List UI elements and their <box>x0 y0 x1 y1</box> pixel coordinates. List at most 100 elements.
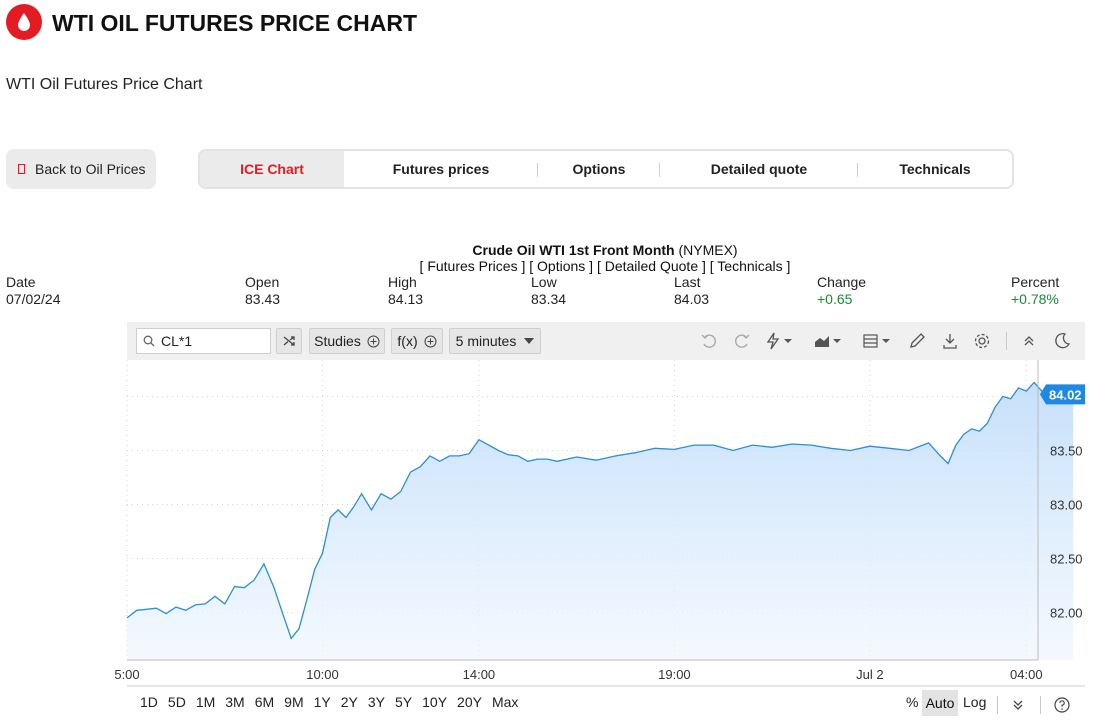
range-9m[interactable]: 9M <box>284 694 304 710</box>
chart-toolbar: CL*1 Studies f(x) 5 minutes <box>127 322 1085 360</box>
undo-icon[interactable] <box>699 331 719 351</box>
instrument-title: Crude Oil WTI 1st Front Month (NYMEX) <box>0 242 1093 258</box>
chevron-down-icon <box>524 338 535 344</box>
stat-label: Last <box>674 274 701 290</box>
tab-label: Futures prices <box>392 161 490 177</box>
back-icon <box>18 164 25 174</box>
x-tick-label: 19:00 <box>658 667 691 682</box>
toolbar-divider <box>1006 332 1007 350</box>
stat-label: Low <box>531 274 557 290</box>
stat-high: High 84.13 <box>388 274 423 307</box>
range-5d[interactable]: 5D <box>167 694 186 710</box>
tab-detailed-quote[interactable]: Detailed quote <box>660 151 858 187</box>
stat-open: Open 83.43 <box>245 274 280 307</box>
footer-divider <box>997 696 998 714</box>
moon-icon[interactable] <box>1052 331 1072 351</box>
chart-type-icon[interactable] <box>813 331 845 351</box>
y-tick-label: 83.00 <box>1050 498 1083 513</box>
page-title: WTI OIL FUTURES PRICE CHART <box>52 10 418 36</box>
page-subtitle: WTI Oil Futures Price Chart <box>6 76 203 93</box>
shuffle-icon <box>283 336 295 346</box>
stat-label: Percent <box>1011 274 1060 290</box>
tab-label: Detailed quote <box>710 161 808 177</box>
interval-select[interactable]: 5 minutes <box>449 328 541 354</box>
display-icon[interactable] <box>862 331 894 351</box>
range-3m[interactable]: 3M <box>225 694 245 710</box>
stat-value: 83.43 <box>245 291 281 307</box>
stat-value: +0.65 <box>817 291 853 307</box>
stat-label: Change <box>817 274 867 290</box>
y-tick-label: 83.50 <box>1050 444 1083 459</box>
redo-icon[interactable] <box>732 331 752 351</box>
footer-divider <box>1040 696 1041 714</box>
help-icon[interactable] <box>1053 696 1071 714</box>
plus-circle-icon <box>424 335 437 347</box>
stat-percent: Percent +0.78% <box>1011 274 1059 307</box>
stat-date: Date 07/02/24 <box>6 274 61 307</box>
tab-label: Technicals <box>899 161 971 177</box>
scale-auto[interactable]: Auto <box>922 690 958 716</box>
price-area-fill <box>127 382 1074 660</box>
tab-options[interactable]: Options <box>538 151 660 187</box>
oil-drop-icon <box>18 13 30 31</box>
gear-icon[interactable] <box>972 331 992 351</box>
expand-down-icon[interactable] <box>1010 697 1026 713</box>
chart-tabs: ICE Chart Futures prices Options Detaile… <box>198 149 1014 189</box>
interval-value: 5 minutes <box>455 333 517 349</box>
x-tick-label: 14:00 <box>463 667 496 682</box>
range-6m[interactable]: 6M <box>254 694 275 710</box>
quote-links[interactable]: [ Futures Prices ] [ Options ] [ Detaile… <box>419 258 791 274</box>
stat-low: Low 83.34 <box>531 274 566 307</box>
compare-button[interactable] <box>276 328 302 354</box>
last-value-badge <box>1040 384 1085 405</box>
fx-label: f(x) <box>397 333 418 349</box>
stat-value: 83.34 <box>531 291 567 307</box>
stat-label: High <box>388 274 417 290</box>
scale-log[interactable]: Log <box>963 694 987 710</box>
back-button-label: Back to Oil Prices <box>35 161 146 177</box>
fx-button[interactable]: f(x) <box>391 328 443 354</box>
studies-button[interactable]: Studies <box>309 328 385 354</box>
x-tick-label: 04:00 <box>1010 667 1043 682</box>
stat-value: 84.13 <box>388 291 424 307</box>
range-5y[interactable]: 5Y <box>395 694 413 710</box>
lightning-icon[interactable] <box>764 331 796 351</box>
range-3y[interactable]: 3Y <box>367 694 385 710</box>
download-icon[interactable] <box>940 331 960 351</box>
stat-value: 07/02/24 <box>6 291 61 307</box>
studies-label: Studies <box>314 333 361 349</box>
y-tick-label: 82.50 <box>1050 552 1083 567</box>
tab-label: ICE Chart <box>240 161 304 177</box>
stat-label: Open <box>245 274 280 290</box>
collapse-up-icon[interactable] <box>1019 331 1039 351</box>
stat-value: +0.78% <box>1011 291 1059 307</box>
stat-change: Change +0.65 <box>817 274 866 307</box>
tab-label: Options <box>572 161 626 177</box>
range-max[interactable]: Max <box>491 694 519 710</box>
x-tick-label: 10:00 <box>306 667 339 682</box>
range-1m[interactable]: 1M <box>195 694 216 710</box>
tab-ice-chart[interactable]: ICE Chart <box>200 151 344 187</box>
stat-last: Last 84.03 <box>674 274 709 307</box>
pencil-icon[interactable] <box>907 331 927 351</box>
price-line <box>126 381 1074 640</box>
x-tick-label: 5:00 <box>114 667 139 682</box>
brand-logo <box>6 4 42 40</box>
instrument-name: Crude Oil WTI 1st Front Month <box>472 242 675 258</box>
symbol-input[interactable]: CL*1 <box>136 328 271 354</box>
y-tick-label: 82.00 <box>1050 606 1083 621</box>
instrument-exchange: (NYMEX) <box>678 242 738 258</box>
tab-technicals[interactable]: Technicals <box>858 151 1012 187</box>
range-10y[interactable]: 10Y <box>422 694 448 710</box>
stat-value: 84.03 <box>674 291 710 307</box>
tab-futures-prices[interactable]: Futures prices <box>344 151 538 187</box>
range-1y[interactable]: 1Y <box>313 694 331 710</box>
range-2y[interactable]: 2Y <box>340 694 358 710</box>
symbol-value: CL*1 <box>161 333 193 349</box>
scale-percent[interactable]: % <box>906 694 919 710</box>
range-1d[interactable]: 1D <box>140 694 158 710</box>
range-20y[interactable]: 20Y <box>457 694 482 710</box>
back-button[interactable]: Back to Oil Prices <box>6 149 156 189</box>
x-tick-label: Jul 2 <box>856 667 883 682</box>
